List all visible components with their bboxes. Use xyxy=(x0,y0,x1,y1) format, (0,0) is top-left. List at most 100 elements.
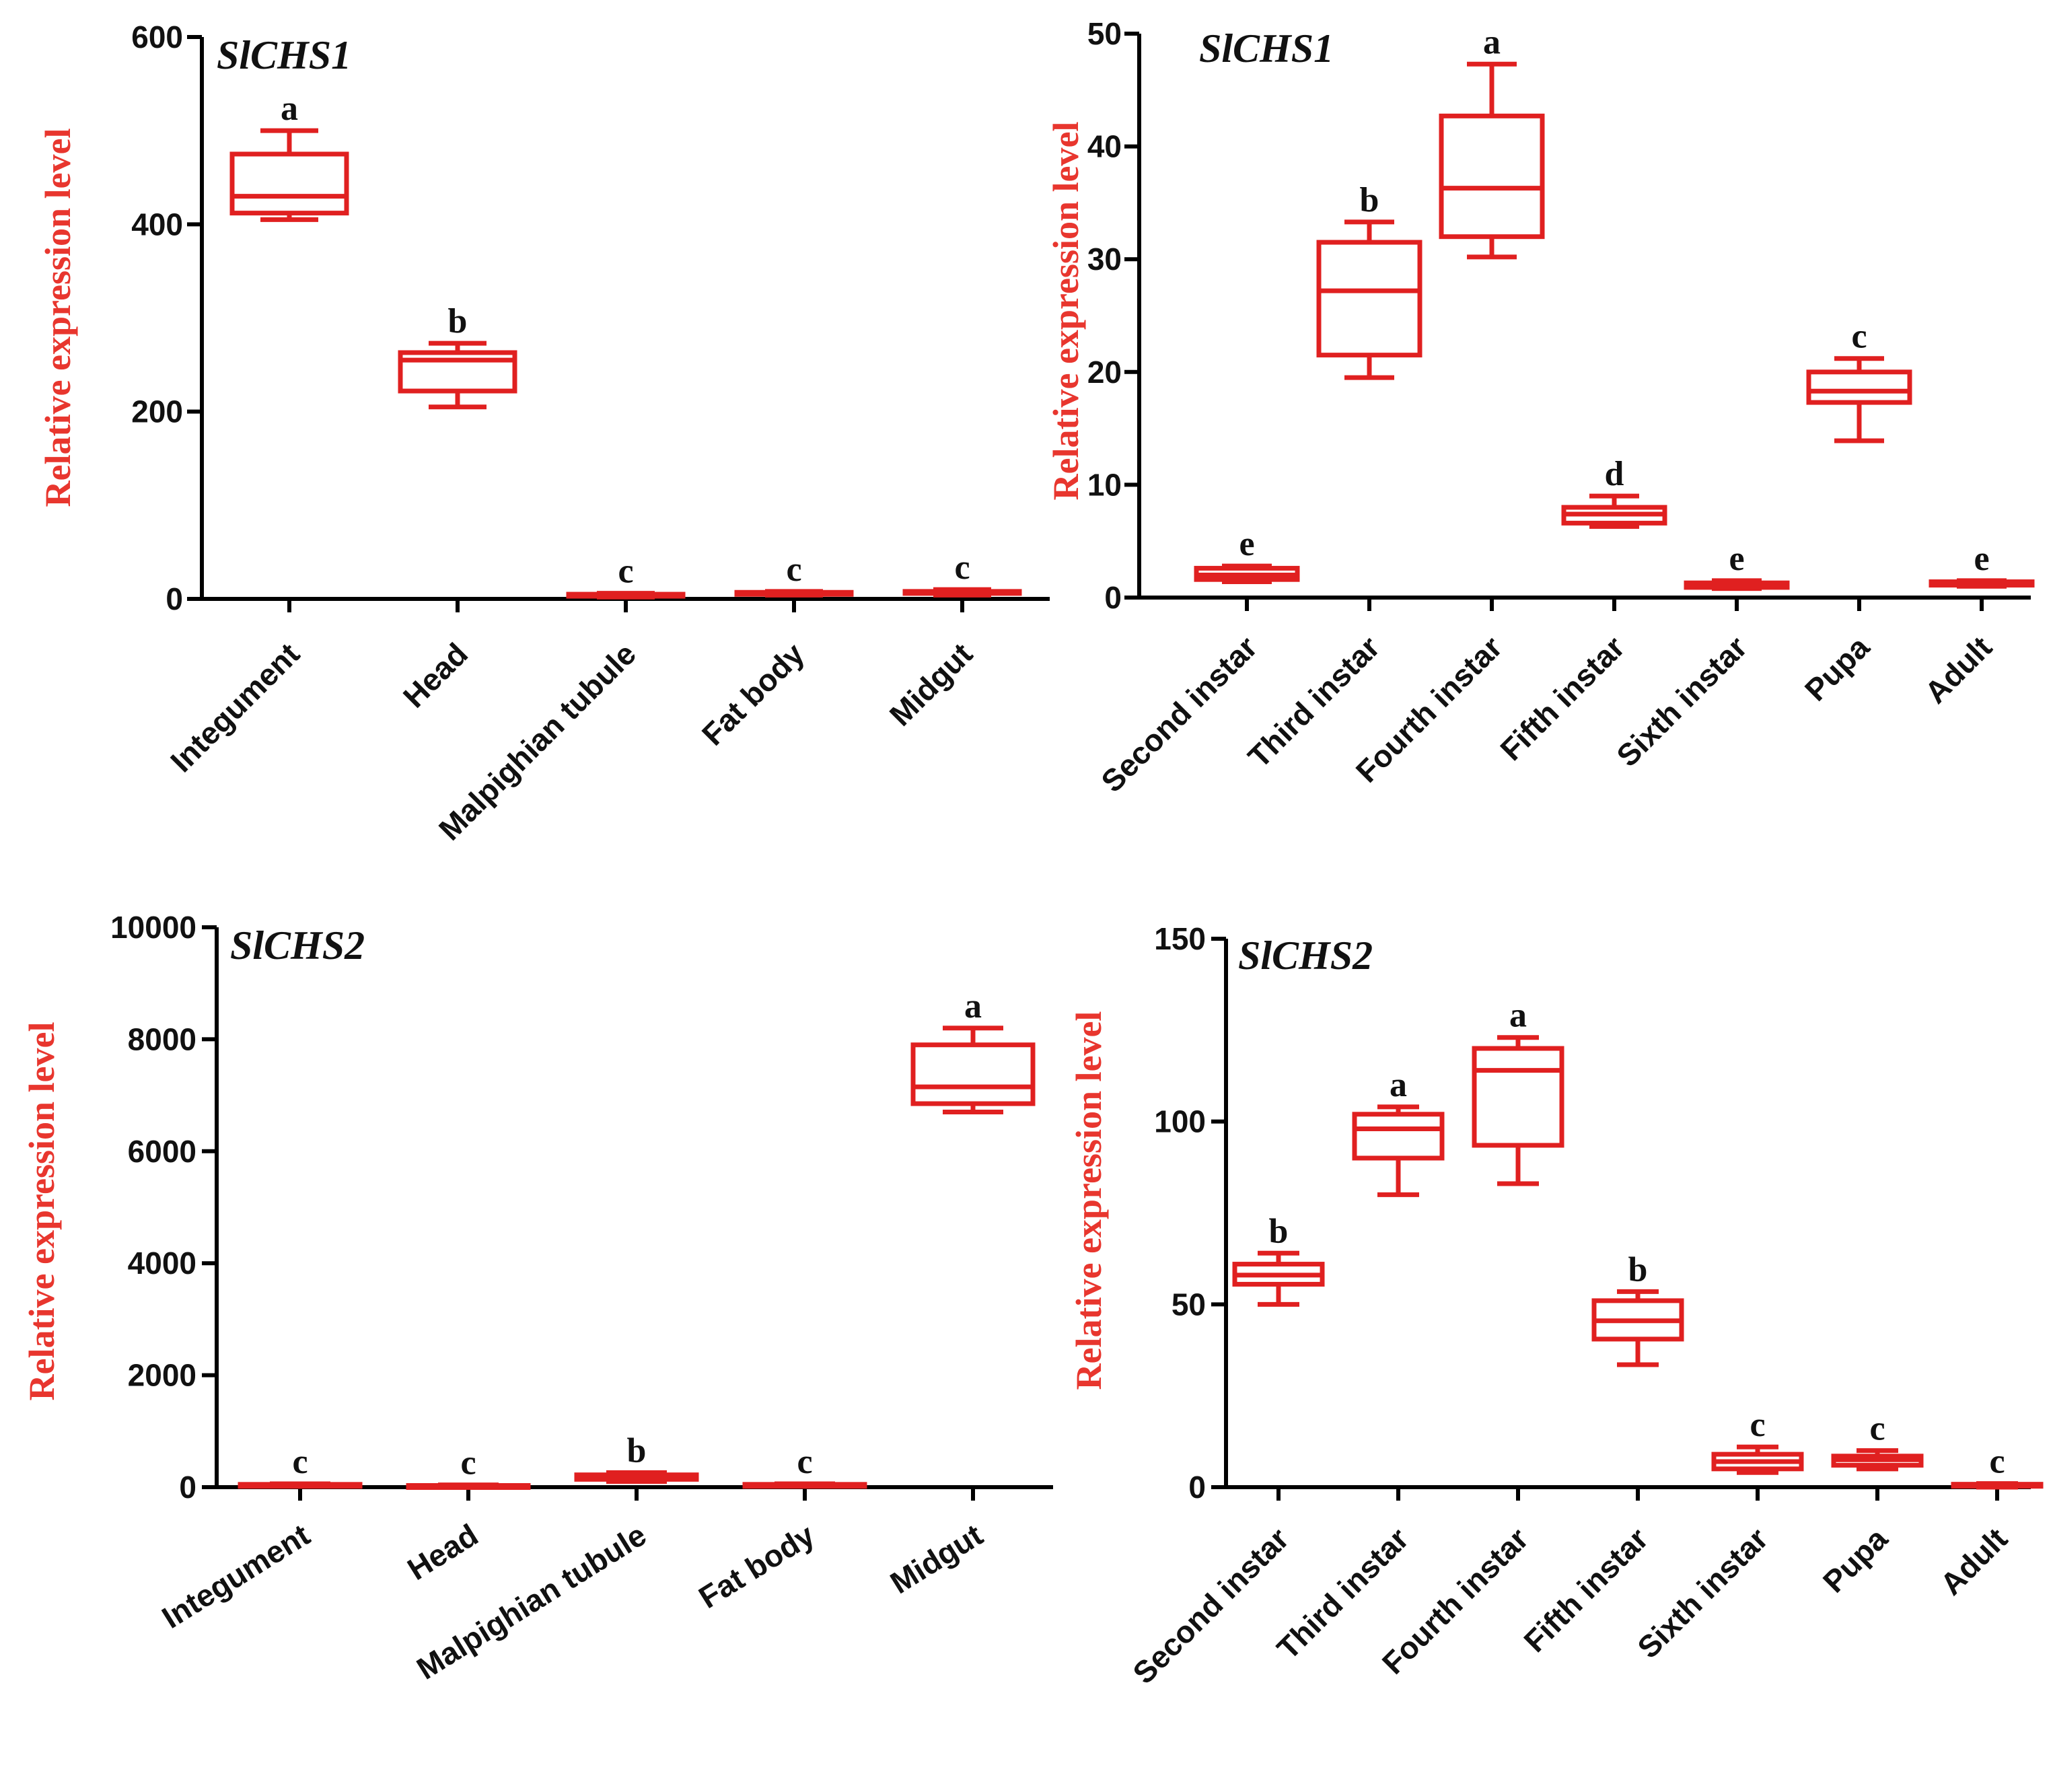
y-tick-label: 4000 xyxy=(128,1246,196,1281)
box-sixth-instar xyxy=(1684,578,1790,592)
box-third-instar xyxy=(1316,219,1422,380)
box-pupa xyxy=(1831,1448,1924,1472)
x-tick-label: Second instar xyxy=(1094,629,1264,799)
chart-title: SlCHS1 xyxy=(1199,26,1334,71)
significance-letter: c xyxy=(1750,1406,1765,1444)
significance-letter: a xyxy=(1483,23,1501,61)
y-tick-label: 6000 xyxy=(128,1134,196,1169)
y-tick-label: 10 xyxy=(1087,467,1122,502)
x-tick-label: Adult xyxy=(1933,1521,2014,1602)
x-tick-label: Pupa xyxy=(1816,1521,1895,1600)
significance-letter: c xyxy=(1869,1410,1885,1448)
significance-letter: b xyxy=(1360,181,1379,219)
x-tick-label: Pupa xyxy=(1798,629,1877,708)
box-pupa xyxy=(1806,356,1912,443)
x-tick-label: Integument xyxy=(164,636,306,779)
box-second-instar xyxy=(1194,563,1300,585)
y-tick-label: 2000 xyxy=(128,1358,196,1393)
box-adult xyxy=(1929,578,2035,589)
x-tick-label: Sixth instar xyxy=(1610,629,1754,773)
box-integument xyxy=(229,128,349,222)
box-fourth-instar xyxy=(1439,61,1545,260)
significance-letter: b xyxy=(1269,1212,1289,1250)
y-tick-label: 8000 xyxy=(128,1022,196,1056)
x-tick-label: Fifth instar xyxy=(1493,629,1631,767)
significance-letter: c xyxy=(618,552,633,591)
box-iqr xyxy=(398,350,517,394)
significance-letter: a xyxy=(281,89,298,128)
box-iqr xyxy=(1439,113,1545,240)
box-head xyxy=(406,1482,531,1491)
box-fat-body xyxy=(742,1481,867,1489)
y-tick-label: 20 xyxy=(1087,355,1122,390)
significance-letter: e xyxy=(1729,540,1744,578)
y-axis-label: Relative expression level xyxy=(1069,1011,1109,1390)
y-axis-label: Relative expression level xyxy=(38,129,78,507)
y-tick-label: 30 xyxy=(1087,242,1122,277)
x-tick-label: Second instar xyxy=(1126,1521,1295,1690)
significance-letter: a xyxy=(1390,1066,1407,1104)
significance-letter: c xyxy=(786,550,801,589)
box-malpighian-tubule xyxy=(574,1470,699,1484)
chart-panel-1: 0 200 400 600 Relative expression level SlCHS… xyxy=(38,20,1050,847)
x-tick-label: Fat body xyxy=(695,636,812,752)
x-tick-label: Head xyxy=(396,636,474,714)
x-tick-label: Integument xyxy=(156,1517,316,1635)
box-head xyxy=(398,341,517,410)
y-tick-label: 0 xyxy=(166,581,183,616)
box-fifth-instar xyxy=(1561,493,1667,529)
significance-letter: a xyxy=(1509,997,1527,1035)
box-midgut xyxy=(902,587,1022,598)
box-midgut xyxy=(910,1026,1036,1115)
x-tick-label: Head xyxy=(401,1517,484,1587)
y-tick-label: 50 xyxy=(1172,1287,1206,1322)
significance-letter: e xyxy=(1974,540,1989,578)
x-tick-label: Midgut xyxy=(883,636,979,732)
significance-letter: d xyxy=(1605,455,1624,493)
y-tick-label: 400 xyxy=(131,207,183,242)
significance-letter: a xyxy=(964,987,982,1026)
box-fifth-instar xyxy=(1591,1289,1684,1367)
significance-letter: e xyxy=(1239,525,1254,563)
box-iqr xyxy=(229,151,349,216)
y-tick-label: 50 xyxy=(1087,16,1122,51)
significance-letter: c xyxy=(797,1443,812,1481)
chart-title: SlCHS2 xyxy=(1238,933,1373,978)
y-tick-label: 600 xyxy=(131,20,183,55)
significance-letter: b xyxy=(627,1431,647,1470)
y-tick-label: 10000 xyxy=(110,910,196,945)
box-adult xyxy=(1951,1481,2044,1490)
significance-letter: c xyxy=(1989,1443,2005,1481)
box-third-instar xyxy=(1352,1104,1445,1197)
y-axis-label: Relative expression level xyxy=(1046,122,1086,501)
box-iqr xyxy=(910,1042,1036,1106)
x-tick-label: Midgut xyxy=(884,1517,988,1600)
y-tick-label: 150 xyxy=(1154,921,1206,956)
x-tick-label: Sixth instar xyxy=(1630,1521,1774,1665)
y-tick-label: 0 xyxy=(1104,580,1122,615)
significance-letter: c xyxy=(460,1444,476,1482)
y-tick-label: 40 xyxy=(1087,129,1122,164)
significance-letter: c xyxy=(292,1443,308,1481)
significance-letter: b xyxy=(1628,1250,1648,1289)
box-iqr xyxy=(1352,1112,1445,1161)
box-fourth-instar xyxy=(1472,1035,1564,1186)
y-tick-label: 0 xyxy=(179,1470,196,1505)
significance-letter: c xyxy=(954,548,970,587)
box-malpighian-tubule xyxy=(566,591,686,600)
box-integument xyxy=(238,1481,363,1489)
box-second-instar xyxy=(1232,1250,1325,1307)
significance-letter: c xyxy=(1851,318,1867,356)
y-tick-label: 100 xyxy=(1154,1104,1206,1139)
chart-panel-4: 0 50 100 150 Relative expression level SlCHS2… xyxy=(1069,921,2044,1690)
significance-letter: b xyxy=(448,302,468,341)
chart-panel-2: 0 10 20 30 40 50 Relative expression level SlCH… xyxy=(1046,16,2035,799)
box-iqr xyxy=(1806,369,1912,405)
y-axis-label: Relative expression level xyxy=(22,1022,62,1401)
box-sixth-instar xyxy=(1711,1444,1804,1475)
chart-panel-3: 0 2000 4000 6000 8000 10000 Relative expressio… xyxy=(22,910,1053,1686)
chart-title: SlCHS2 xyxy=(230,923,365,968)
x-tick-label: Adult xyxy=(1918,629,1998,710)
box-iqr xyxy=(1472,1046,1564,1148)
